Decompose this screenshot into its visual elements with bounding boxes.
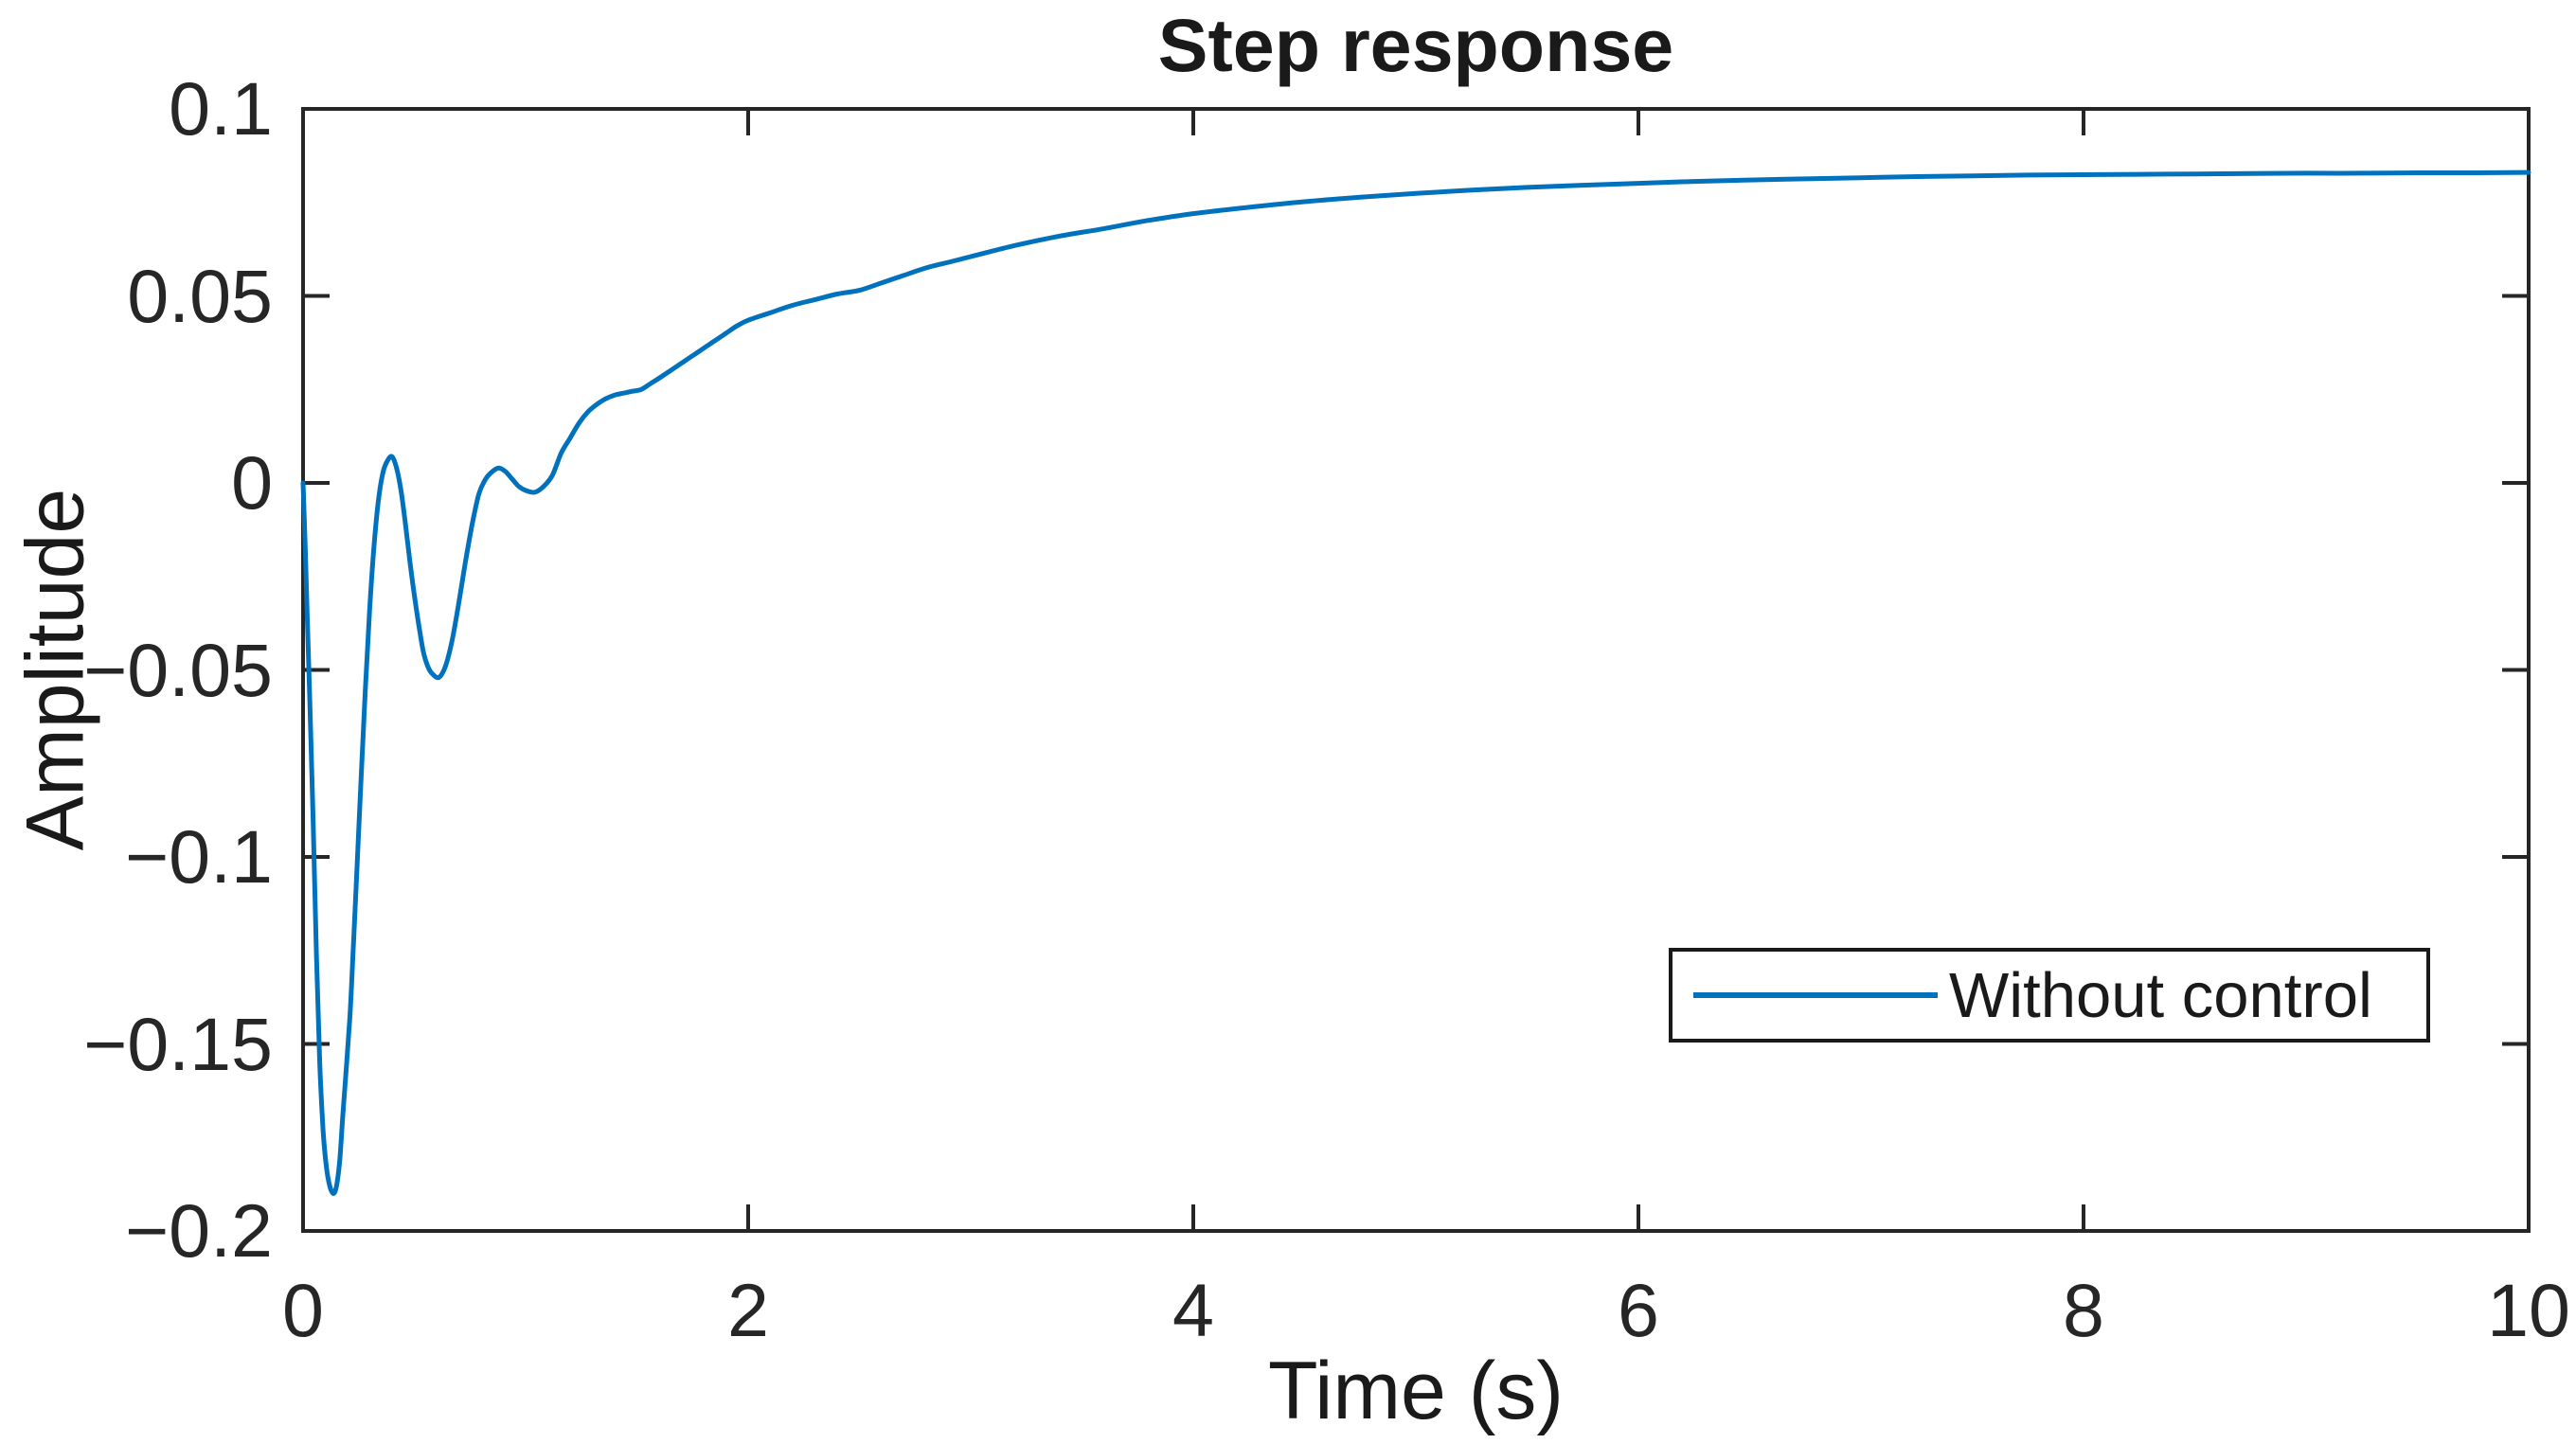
y-tick-label: 0.1 [169,66,273,151]
y-tick-label: 0 [231,440,273,525]
x-axis-label: Time (s) [1267,1346,1565,1436]
legend-entry-label: Without control [1949,959,2372,1031]
x-tick-label: 0 [282,1268,324,1352]
series-line-without-control [300,169,2531,1196]
y-tick-label: −0.15 [83,1001,273,1086]
legend-line-sample [1693,992,1938,998]
x-tick-label: 4 [1172,1268,1214,1352]
x-tick-label: 2 [727,1268,769,1352]
x-tick-label: 8 [2063,1268,2104,1352]
y-tick-label: −0.05 [83,627,273,712]
y-tick-label: −0.1 [125,814,273,899]
legend: Without control [1669,948,2430,1043]
chart-title: Step response [1157,3,1674,87]
y-tick-label: 0.05 [127,253,273,338]
y-tick-label: −0.2 [125,1188,273,1273]
x-tick-label: 6 [1618,1268,1659,1352]
x-tick-label: 10 [2487,1268,2570,1352]
